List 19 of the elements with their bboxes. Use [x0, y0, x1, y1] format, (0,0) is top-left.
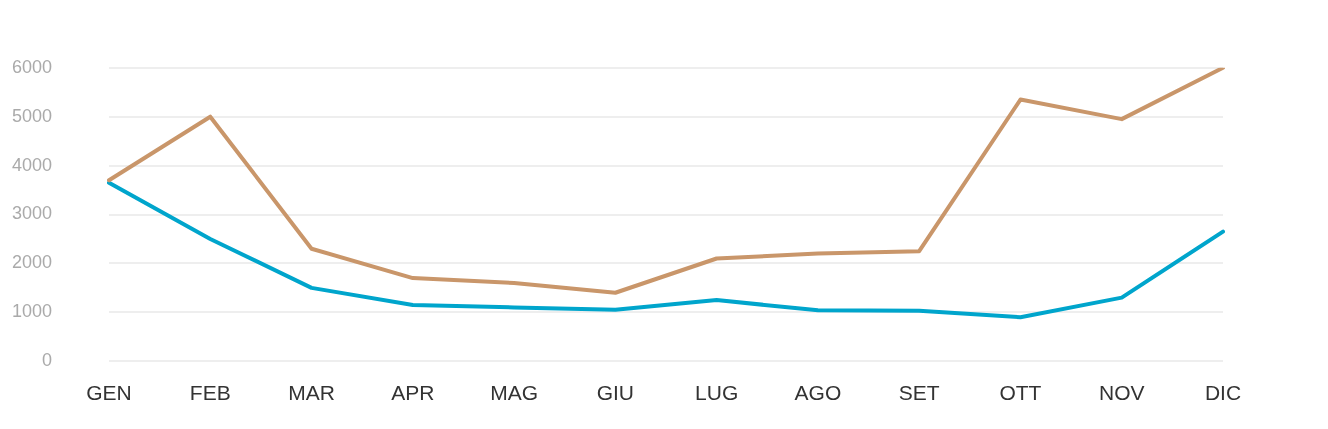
x-tick-label: FEB	[189, 380, 231, 404]
x-tick-label: DIC	[1204, 380, 1242, 404]
y-tick-label: 1000	[11, 301, 52, 322]
x-tick-label: MAR	[288, 380, 335, 404]
y-tick-label: 2000	[11, 252, 52, 273]
x-tick-label: MAG	[490, 380, 539, 404]
y-tick-label: 5000	[11, 105, 52, 126]
x-tick-label: OTT	[999, 380, 1042, 404]
y-tick-label: 3000	[11, 203, 52, 224]
y-tick-label: 0	[41, 350, 52, 371]
y-tick-label: 4000	[11, 154, 52, 175]
x-tick-label: APR	[391, 380, 435, 404]
x-tick-label: AGO	[794, 380, 842, 404]
x-tick-label: GIU	[596, 380, 635, 404]
x-tick-label: GEN	[86, 380, 132, 404]
x-tick-label: SET	[898, 380, 940, 404]
x-tick-label: LUG	[695, 380, 739, 404]
x-tick-label: NOV	[1098, 380, 1145, 404]
y-tick-label: 6000	[11, 56, 52, 77]
